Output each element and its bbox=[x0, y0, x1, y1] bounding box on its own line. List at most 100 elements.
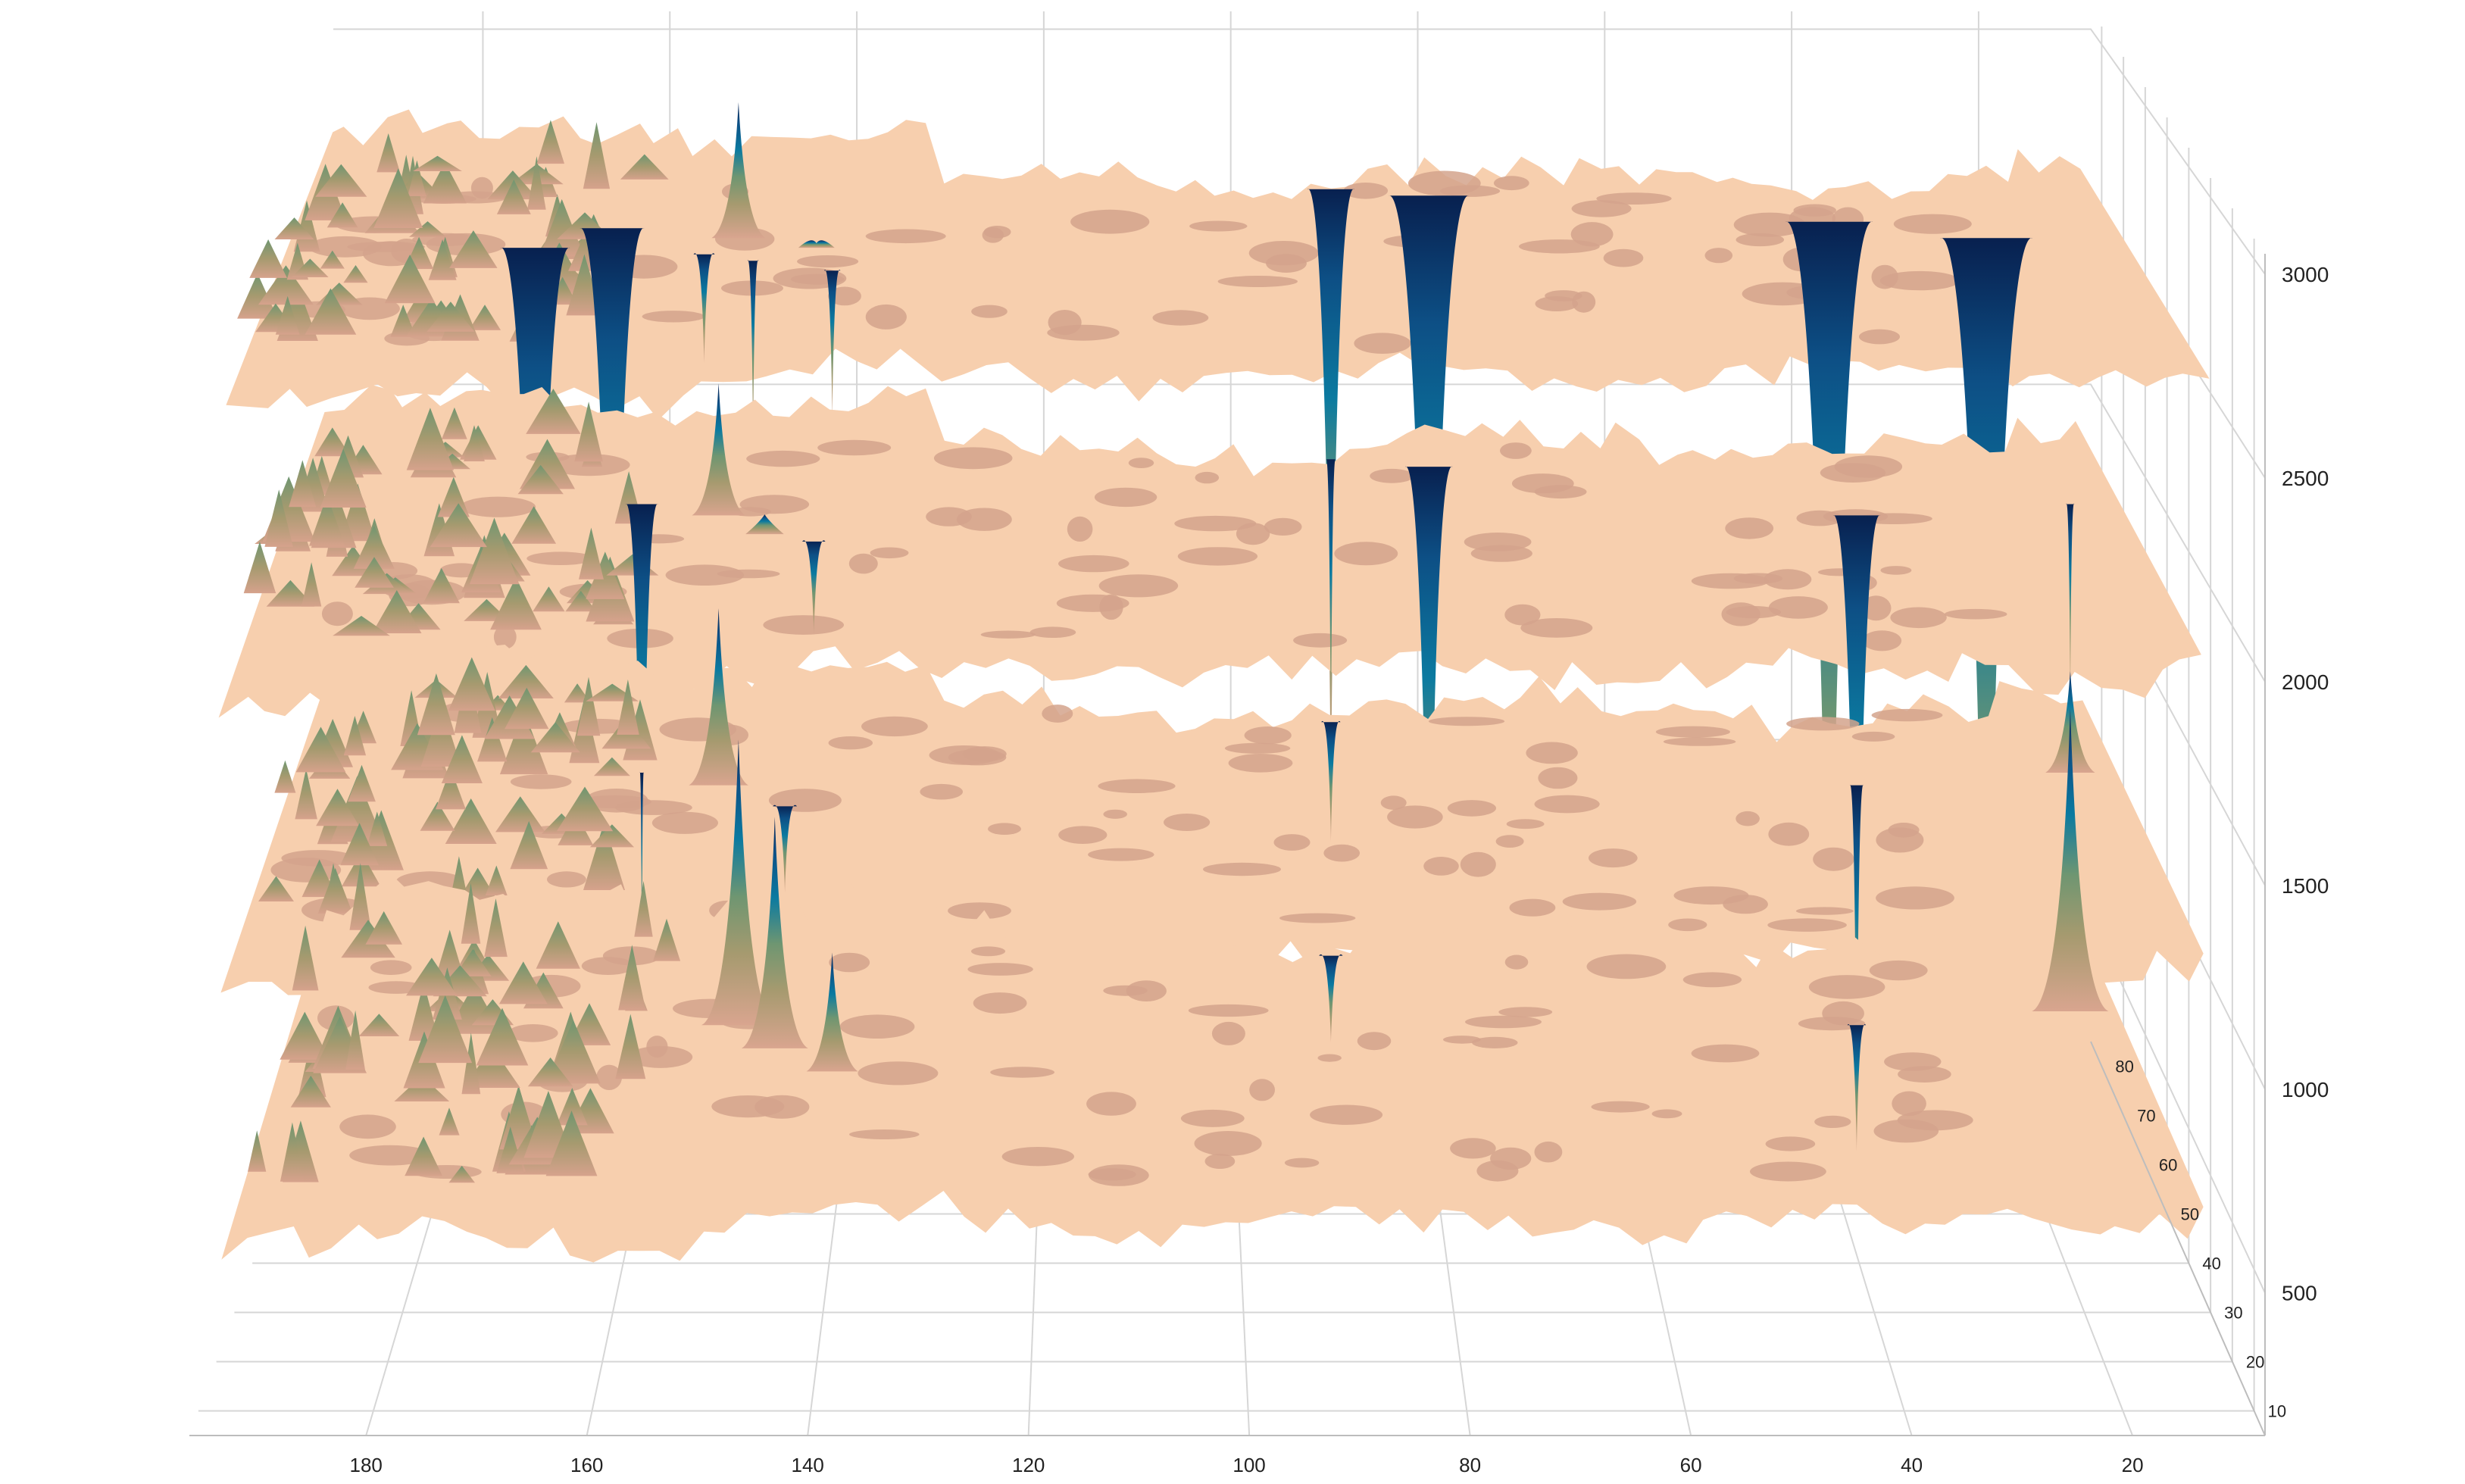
x-tick-label: 180 bbox=[350, 1454, 383, 1476]
surface-bump bbox=[1493, 176, 1529, 191]
surface-ridge bbox=[469, 517, 520, 585]
surface-bump bbox=[1793, 204, 1836, 217]
x-tick-label: 40 bbox=[1901, 1454, 1923, 1476]
x-tick-label: 120 bbox=[1012, 1454, 1045, 1476]
surface-bump bbox=[1655, 726, 1730, 738]
surface-ridge bbox=[295, 768, 317, 820]
surface-bump bbox=[493, 624, 517, 649]
surface-bump bbox=[510, 774, 572, 789]
surface-bump bbox=[1509, 898, 1556, 917]
surface-bump bbox=[460, 496, 536, 517]
surface-bump bbox=[1357, 1032, 1392, 1051]
surface-ridge bbox=[430, 503, 487, 548]
surface-bump bbox=[526, 551, 595, 565]
surface-bump bbox=[1126, 980, 1167, 1001]
surface-bump bbox=[1723, 895, 1768, 914]
surface-peak bbox=[701, 739, 776, 1026]
surface-ridge bbox=[448, 657, 495, 711]
surface-bump bbox=[1750, 1161, 1826, 1182]
surface-bump bbox=[1526, 742, 1578, 764]
surface-peak bbox=[639, 772, 644, 1007]
surface-ridge bbox=[417, 673, 455, 736]
surface-peak bbox=[747, 260, 759, 446]
surface-bump bbox=[1464, 533, 1532, 551]
surface-bump bbox=[967, 963, 1033, 976]
surface-bump bbox=[865, 229, 946, 244]
surface-bump bbox=[1443, 1036, 1481, 1044]
surface-ridge bbox=[510, 820, 548, 870]
surface-bump bbox=[763, 615, 844, 635]
surface-ridge bbox=[326, 202, 358, 228]
axes: 180 160 140 120 100 80 60 40 20 10 20 30 40 50 60 70 80 5… bbox=[189, 254, 2329, 1476]
surface-ridge bbox=[556, 786, 614, 832]
surface-bump bbox=[1103, 809, 1127, 819]
surface-ridge bbox=[485, 865, 508, 895]
x-tick-label: 60 bbox=[1680, 1454, 1702, 1476]
surface-bump bbox=[1460, 851, 1496, 877]
surface-bump bbox=[470, 177, 493, 199]
surface-bump bbox=[1273, 834, 1311, 851]
surface-bump bbox=[1880, 566, 1912, 575]
surface-ridge bbox=[358, 1014, 400, 1036]
surface-ridge bbox=[593, 757, 630, 776]
surface-ridge bbox=[586, 551, 625, 599]
surface-ridge bbox=[499, 710, 548, 775]
surface-ridge bbox=[317, 867, 353, 914]
surface-bump bbox=[990, 1067, 1054, 1078]
surface-ridge bbox=[376, 133, 400, 173]
surface-bump bbox=[848, 553, 878, 574]
surface-ridge bbox=[530, 722, 580, 753]
surface-ridge bbox=[274, 760, 296, 793]
surface-ridge bbox=[274, 217, 314, 239]
surface-bump bbox=[347, 242, 425, 252]
surface-ridge bbox=[280, 1011, 330, 1060]
surface-ridge bbox=[527, 1058, 573, 1087]
surface-bump bbox=[1814, 1115, 1851, 1128]
surface-bump bbox=[1534, 795, 1600, 814]
surface-bump bbox=[982, 227, 1004, 243]
surface-ridge bbox=[409, 221, 446, 237]
surface-ridge bbox=[408, 160, 426, 196]
surface-bump bbox=[973, 992, 1027, 1014]
surface-bump bbox=[839, 1014, 915, 1039]
surface-bump bbox=[1944, 608, 2007, 620]
surface-ridge bbox=[309, 495, 345, 546]
surface-bump bbox=[1795, 907, 1854, 915]
surface-ridge bbox=[264, 489, 293, 547]
surface-bump bbox=[1890, 607, 1947, 629]
surface-bump bbox=[1088, 848, 1154, 861]
surface-bump bbox=[717, 569, 780, 579]
surface-ridge bbox=[442, 407, 467, 439]
surface-ridge bbox=[316, 789, 359, 826]
surface-bump bbox=[1094, 487, 1158, 508]
surface-bump bbox=[1725, 517, 1774, 539]
surface-bump bbox=[970, 946, 1006, 957]
surface-bump bbox=[1545, 290, 1582, 301]
surface-bump bbox=[1591, 1101, 1650, 1113]
surface-bump bbox=[849, 1129, 920, 1139]
surface-ridge bbox=[437, 476, 470, 517]
surface-ridge bbox=[505, 687, 549, 730]
surface-bump bbox=[1042, 705, 1073, 723]
surface-bump bbox=[1284, 1158, 1320, 1168]
surfaces bbox=[218, 102, 2210, 1263]
surface-bump bbox=[1570, 222, 1614, 247]
surface-ridge bbox=[413, 155, 462, 171]
surface-bump bbox=[828, 286, 861, 306]
surface-peak bbox=[711, 102, 766, 239]
y-tick-label: 70 bbox=[2137, 1107, 2155, 1126]
surface-bump bbox=[1323, 844, 1360, 862]
surface-ridge bbox=[536, 921, 580, 969]
surface-ridge bbox=[449, 230, 498, 268]
surface-bump bbox=[1733, 212, 1806, 237]
surface-bump bbox=[1893, 214, 1972, 234]
surface-bump bbox=[1534, 1141, 1563, 1163]
surface-bump bbox=[948, 902, 1011, 920]
surface-ridge bbox=[565, 591, 597, 612]
surface-bump bbox=[1500, 442, 1532, 459]
surface-bump bbox=[1589, 848, 1638, 868]
surface-bump bbox=[1180, 1109, 1245, 1127]
surface-bump bbox=[349, 1145, 431, 1166]
surface-ridge bbox=[464, 425, 485, 461]
surface-bump bbox=[1070, 209, 1150, 234]
